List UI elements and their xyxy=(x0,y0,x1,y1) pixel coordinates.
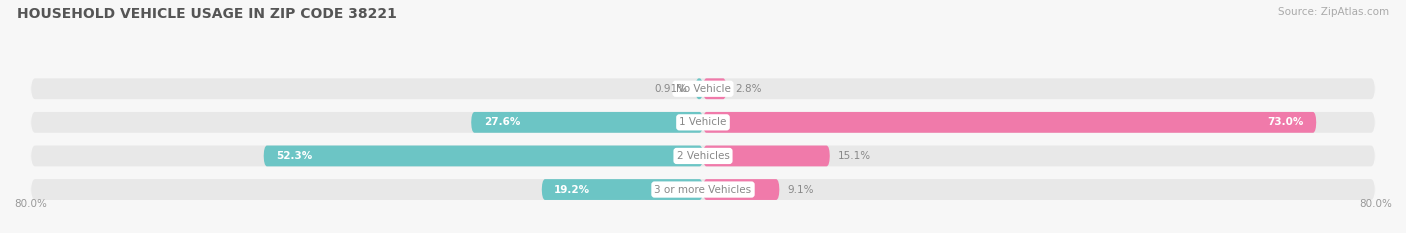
Text: 0.91%: 0.91% xyxy=(654,84,688,94)
Text: 15.1%: 15.1% xyxy=(838,151,872,161)
Text: 3 or more Vehicles: 3 or more Vehicles xyxy=(654,185,752,195)
FancyBboxPatch shape xyxy=(541,179,703,200)
FancyBboxPatch shape xyxy=(31,112,1375,133)
FancyBboxPatch shape xyxy=(696,78,703,99)
Text: 80.0%: 80.0% xyxy=(1360,199,1392,209)
FancyBboxPatch shape xyxy=(703,179,779,200)
FancyBboxPatch shape xyxy=(471,112,703,133)
Text: 2.8%: 2.8% xyxy=(735,84,762,94)
Text: Source: ZipAtlas.com: Source: ZipAtlas.com xyxy=(1278,7,1389,17)
FancyBboxPatch shape xyxy=(31,179,1375,200)
Text: 27.6%: 27.6% xyxy=(484,117,520,127)
Text: 9.1%: 9.1% xyxy=(787,185,814,195)
Text: 80.0%: 80.0% xyxy=(14,199,46,209)
FancyBboxPatch shape xyxy=(31,78,1375,99)
FancyBboxPatch shape xyxy=(703,146,830,166)
Text: 2 Vehicles: 2 Vehicles xyxy=(676,151,730,161)
Text: 19.2%: 19.2% xyxy=(554,185,591,195)
FancyBboxPatch shape xyxy=(703,112,1316,133)
Text: 73.0%: 73.0% xyxy=(1267,117,1303,127)
FancyBboxPatch shape xyxy=(703,78,727,99)
FancyBboxPatch shape xyxy=(263,146,703,166)
Text: No Vehicle: No Vehicle xyxy=(675,84,731,94)
Text: 1 Vehicle: 1 Vehicle xyxy=(679,117,727,127)
FancyBboxPatch shape xyxy=(31,146,1375,166)
Text: HOUSEHOLD VEHICLE USAGE IN ZIP CODE 38221: HOUSEHOLD VEHICLE USAGE IN ZIP CODE 3822… xyxy=(17,7,396,21)
Text: 52.3%: 52.3% xyxy=(276,151,312,161)
